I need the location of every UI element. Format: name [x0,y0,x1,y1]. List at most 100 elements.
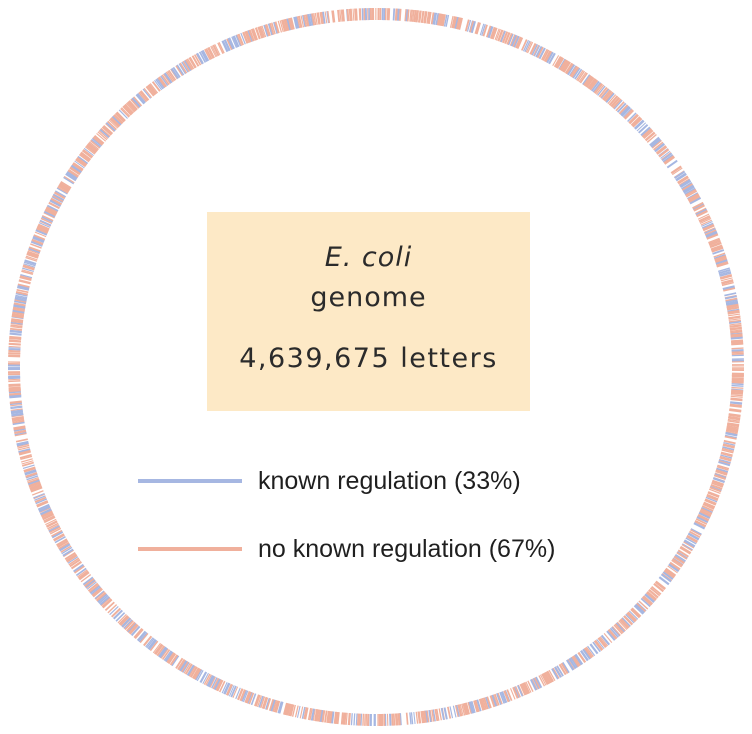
known-regulation-tick [731,350,744,352]
no-known-regulation-tick [124,620,134,631]
no-known-regulation-tick [303,707,308,720]
known-regulation-tick [22,464,35,470]
no-known-regulation-tick [130,98,140,109]
no-known-regulation-tick [545,671,554,683]
known-regulation-tick [135,93,145,105]
no-known-regulation-tick [417,711,420,724]
no-known-regulation-tick [727,311,740,315]
known-regulation-tick [38,222,51,228]
no-known-regulation-tick [13,302,26,307]
no-known-regulation-tick [248,692,255,705]
no-known-regulation-tick [119,616,130,627]
no-known-regulation-tick [730,392,744,395]
no-known-regulation-tick [98,130,109,139]
known-regulation-tick [39,219,52,226]
known-regulation-tick [136,630,147,642]
no-known-regulation-tick [702,502,715,510]
no-known-regulation-tick [42,512,54,520]
no-known-regulation-tick [630,116,641,126]
no-known-regulation-tick [239,689,246,702]
known-regulation-tick [676,173,687,182]
known-regulation-tick [277,701,283,714]
known-regulation-tick [136,93,146,104]
known-regulation-tick [620,106,631,117]
known-regulation-tick [223,682,231,695]
no-known-regulation-tick [561,60,570,72]
known-regulation-tick [17,284,30,290]
no-known-regulation-tick [464,19,470,32]
known-regulation-tick [397,8,400,21]
no-known-regulation-tick [462,703,468,716]
no-known-regulation-tick [43,516,56,524]
no-known-regulation-tick [731,351,744,354]
no-known-regulation-tick [268,698,275,711]
no-known-regulation-tick [319,11,324,25]
no-known-regulation-tick [721,279,734,284]
known-regulation-tick [718,267,730,273]
known-regulation-tick [633,604,645,615]
no-known-regulation-tick [577,70,586,82]
known-regulation-tick [164,651,174,663]
known-regulation-tick [10,406,23,410]
known-regulation-tick [170,654,180,667]
known-regulation-tick [476,699,482,712]
no-known-regulation-tick [101,598,112,608]
no-known-regulation-tick [729,327,742,331]
no-known-regulation-tick [512,686,519,699]
no-known-regulation-tick [316,12,320,25]
no-known-regulation-tick [14,429,27,435]
no-known-regulation-tick [42,513,55,521]
no-known-regulation-tick [593,640,603,651]
known-regulation-tick [597,85,606,96]
no-known-regulation-tick [729,326,742,330]
no-known-regulation-tick [726,423,740,428]
known-regulation-tick [487,26,494,39]
known-regulation-tick [94,590,105,600]
known-regulation-tick [470,20,476,34]
known-regulation-tick [235,34,242,47]
known-regulation-tick [710,485,722,492]
no-known-regulation-tick [81,149,93,159]
no-known-regulation-tick [46,520,58,528]
no-known-regulation-tick [29,484,42,491]
known-regulation-tick [731,383,744,386]
no-known-regulation-tick [603,633,613,643]
no-known-regulation-tick [88,141,100,150]
no-known-regulation-tick [421,710,425,724]
no-known-regulation-tick [138,92,148,103]
no-known-regulation-tick [13,426,26,431]
no-known-regulation-tick [727,420,740,424]
no-known-regulation-tick [30,486,43,493]
known-regulation-tick [163,72,173,84]
no-known-regulation-tick [569,65,578,77]
no-known-regulation-tick [254,694,261,707]
no-known-regulation-tick [18,450,31,456]
no-known-regulation-tick [11,313,25,317]
no-known-regulation-tick [18,449,31,455]
no-known-regulation-tick [186,58,195,70]
known-regulation-tick [675,172,687,181]
no-known-regulation-tick [725,430,738,434]
no-known-regulation-tick [107,604,118,614]
known-regulation-tick [516,685,524,697]
known-regulation-tick [15,294,28,299]
known-regulation-tick [35,498,48,505]
known-regulation-tick [350,713,353,726]
no-known-regulation-tick [145,86,155,97]
no-known-regulation-tick [28,481,41,488]
known-regulation-tick [286,18,292,31]
no-known-regulation-tick [499,30,505,42]
no-known-regulation-tick [77,569,88,578]
no-known-regulation-tick [93,134,105,145]
known-regulation-tick [726,301,739,307]
no-known-regulation-tick [143,87,153,98]
no-known-regulation-tick [244,691,251,704]
no-known-regulation-tick [336,712,340,725]
no-known-regulation-tick [128,624,139,635]
known-regulation-tick [32,236,45,243]
no-known-regulation-tick [714,472,727,478]
no-known-regulation-tick [169,654,179,666]
no-known-regulation-tick [248,29,255,42]
no-known-regulation-tick [706,493,719,500]
no-known-regulation-tick [291,704,296,717]
